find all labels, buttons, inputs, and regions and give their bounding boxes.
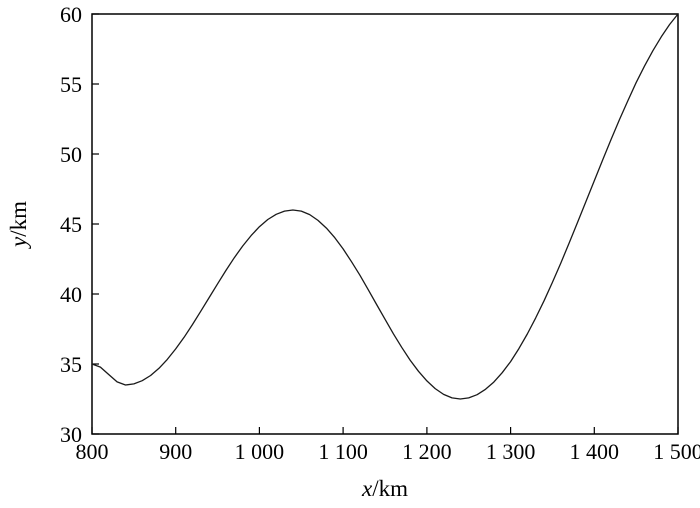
- y-tick-label: 30: [60, 422, 82, 447]
- x-tick-label: 1 200: [402, 439, 452, 464]
- x-axis-label-variable: x: [361, 476, 373, 501]
- y-axis-label-unit: /km: [6, 201, 31, 237]
- y-tick-label: 35: [60, 352, 82, 377]
- plot-frame: [91, 13, 679, 435]
- x-tick-label: 900: [159, 439, 192, 464]
- y-tick-label: 45: [60, 212, 82, 237]
- y-axis-label-variable: y: [6, 236, 31, 249]
- y-axis-label: y/km: [6, 201, 31, 249]
- x-axis-label-unit: /km: [372, 476, 408, 501]
- x-tick-label: 1 300: [486, 439, 536, 464]
- y-tick-label: 55: [60, 72, 82, 97]
- x-tick-label: 800: [76, 439, 109, 464]
- x-tick-label: 1 500: [653, 439, 700, 464]
- x-tick-label: 1 400: [570, 439, 620, 464]
- x-axis-label: x/km: [361, 476, 408, 501]
- x-tick-label: 1 100: [318, 439, 368, 464]
- x-tick-label: 1 000: [235, 439, 285, 464]
- y-tick-label: 60: [60, 2, 82, 27]
- y-tick-label: 50: [60, 142, 82, 167]
- y-tick-label: 40: [60, 282, 82, 307]
- data-line: [91, 13, 679, 400]
- axis-ticks: 800 900 1 000 1 100 1 200 1 300 1 400 1 500 30 35…: [60, 2, 700, 464]
